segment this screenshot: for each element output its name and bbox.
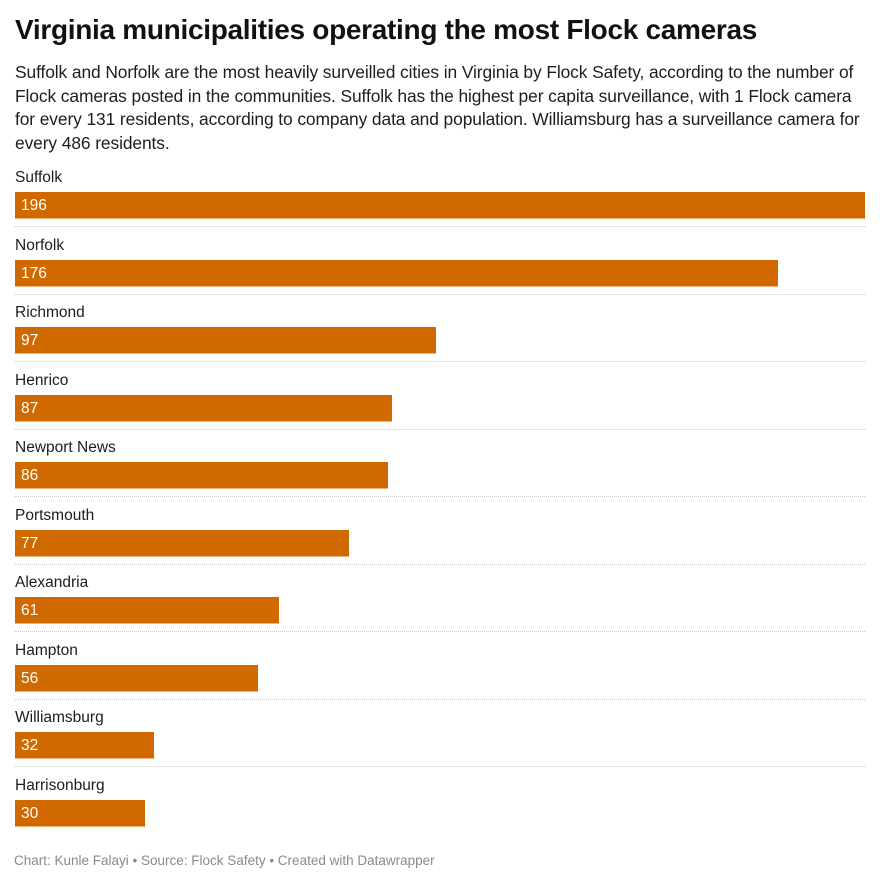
- bar: 196: [15, 192, 865, 219]
- category-label: Williamsburg: [15, 709, 104, 726]
- bar-row: Norfolk 176: [15, 234, 865, 302]
- bar-value-label: 56: [21, 669, 39, 687]
- bar: 97: [15, 327, 436, 354]
- bar-row: Alexandria 61: [15, 571, 865, 639]
- bar-value-label: 97: [21, 332, 39, 349]
- category-label: Henrico: [15, 371, 69, 389]
- bar-value-label: 87: [21, 399, 39, 417]
- bar: 61: [15, 597, 280, 624]
- bar: 56: [15, 664, 259, 692]
- bar: 77: [15, 529, 350, 557]
- bar-row: Hampton 56: [15, 639, 865, 707]
- category-label: Newport News: [15, 439, 116, 456]
- category-label: Hampton: [15, 641, 78, 659]
- bar-row: Richmond 97: [15, 301, 865, 369]
- bar: 30: [15, 799, 146, 827]
- category-label: Alexandria: [15, 574, 89, 591]
- bar: 32: [15, 732, 154, 759]
- row-separator: [15, 226, 865, 227]
- category-label: Portsmouth: [15, 506, 95, 524]
- bar-value-label: 77: [21, 534, 39, 552]
- row-separator: [15, 293, 865, 295]
- category-label: Richmond: [15, 304, 85, 321]
- bar-chart: Suffolk 196 Norfolk 176 Richmond 97 Henr…: [15, 166, 865, 841]
- category-label: Suffolk: [15, 169, 63, 186]
- bar-value-label: 86: [21, 467, 39, 484]
- chart-description: Suffolk and Norfolk are the most heavily…: [15, 62, 860, 153]
- row-separator: [15, 563, 865, 565]
- row-separator: [15, 428, 865, 430]
- bar-value-label: 32: [21, 737, 39, 754]
- category-label: Harrisonburg: [15, 776, 105, 794]
- row-separator: [15, 698, 865, 700]
- bar-value-label: 196: [21, 197, 47, 214]
- bar: 86: [15, 462, 389, 489]
- bar-value-label: 30: [21, 804, 39, 822]
- bar-row: Harrisonburg 30: [15, 774, 865, 842]
- bar: 176: [15, 259, 779, 287]
- bar-row: Williamsburg 32: [15, 706, 865, 774]
- bar-row: Newport News 86: [15, 436, 865, 504]
- category-label: Norfolk: [15, 236, 65, 254]
- bar-value-label: 61: [21, 602, 39, 619]
- bar-row: Suffolk 196: [15, 166, 865, 234]
- bar-value-label: 176: [21, 264, 47, 282]
- bar-row: Henrico 87: [15, 369, 865, 437]
- row-separator: [15, 766, 865, 767]
- chart-title: Virginia municipalities operating the mo…: [15, 14, 758, 45]
- row-separator: [15, 496, 865, 497]
- row-separator: [15, 631, 865, 632]
- bar-row: Portsmouth 77: [15, 504, 865, 572]
- bar: 87: [15, 394, 393, 422]
- chart-footer-credit: Chart: Kunle Falayi • Source: Flock Safe…: [14, 853, 435, 868]
- row-separator: [15, 361, 865, 362]
